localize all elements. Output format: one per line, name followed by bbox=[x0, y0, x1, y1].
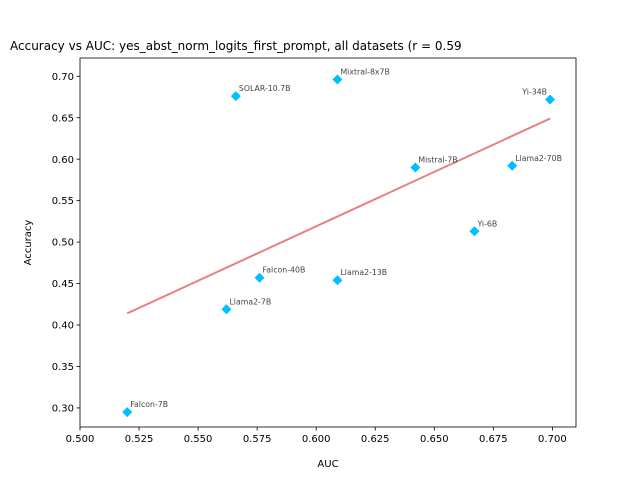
y-tick-label: 0.65 bbox=[52, 113, 74, 124]
points-layer bbox=[122, 74, 556, 418]
x-tick-label: 0.525 bbox=[125, 434, 154, 445]
data-point bbox=[469, 226, 480, 237]
data-point bbox=[221, 304, 232, 315]
point-label: Llama2-70B bbox=[515, 154, 562, 163]
y-tick-label: 0.55 bbox=[52, 196, 74, 207]
point-label: Yi-34B bbox=[521, 87, 547, 96]
point-label: Llama2-13B bbox=[340, 268, 387, 277]
x-tick-label: 0.625 bbox=[361, 434, 390, 445]
point-label: Mistral-7B bbox=[418, 155, 457, 164]
x-tick-label: 0.500 bbox=[66, 434, 95, 445]
data-point bbox=[230, 91, 241, 102]
y-tick-label: 0.70 bbox=[52, 72, 74, 83]
y-tick-label: 0.30 bbox=[52, 404, 74, 415]
point-label: Falcon-7B bbox=[130, 400, 168, 409]
y-tick-label: 0.35 bbox=[52, 362, 74, 373]
y-tick-label: 0.60 bbox=[52, 155, 74, 166]
point-label: Llama2-7B bbox=[229, 297, 271, 306]
chart-title: Accuracy vs AUC: yes_abst_norm_logits_fi… bbox=[10, 39, 462, 53]
y-tick-label: 0.40 bbox=[52, 321, 74, 332]
data-point bbox=[545, 94, 556, 105]
x-tick-label: 0.650 bbox=[420, 434, 449, 445]
x-tick-label: 0.700 bbox=[538, 434, 567, 445]
point-label: Yi-6B bbox=[476, 219, 497, 228]
point-label: Falcon-40B bbox=[263, 266, 306, 275]
data-point bbox=[410, 162, 421, 173]
data-point bbox=[254, 272, 265, 283]
y-axis: 0.30 0.35 0.40 0.45 0.50 0.55 0.60 0.65 0.70 bbox=[52, 72, 80, 415]
data-point bbox=[332, 275, 343, 286]
y-axis-title: Accuracy bbox=[23, 220, 34, 266]
point-label: SOLAR-10.7B bbox=[239, 84, 291, 93]
data-point bbox=[507, 160, 518, 171]
point-labels-layer: Falcon-7B Llama2-7B Falcon-40B Llama2-13B SO… bbox=[130, 68, 562, 410]
x-tick-label: 0.675 bbox=[479, 434, 508, 445]
x-axis-title: AUC bbox=[317, 459, 338, 470]
y-tick-label: 0.50 bbox=[52, 238, 74, 249]
trend-layer bbox=[126, 117, 551, 315]
data-point bbox=[122, 407, 133, 418]
y-tick-label: 0.45 bbox=[52, 279, 74, 290]
x-tick-label: 0.575 bbox=[243, 434, 272, 445]
trend-line bbox=[126, 117, 551, 315]
point-label: Mixtral-8x7B bbox=[340, 68, 389, 77]
data-point bbox=[332, 74, 343, 85]
x-tick-label: 0.600 bbox=[302, 434, 331, 445]
x-tick-label: 0.550 bbox=[184, 434, 213, 445]
plot-area-frame bbox=[79, 57, 577, 428]
x-axis: 0.500 0.525 0.550 0.575 0.600 0.625 0.650 0.675… bbox=[66, 427, 567, 445]
